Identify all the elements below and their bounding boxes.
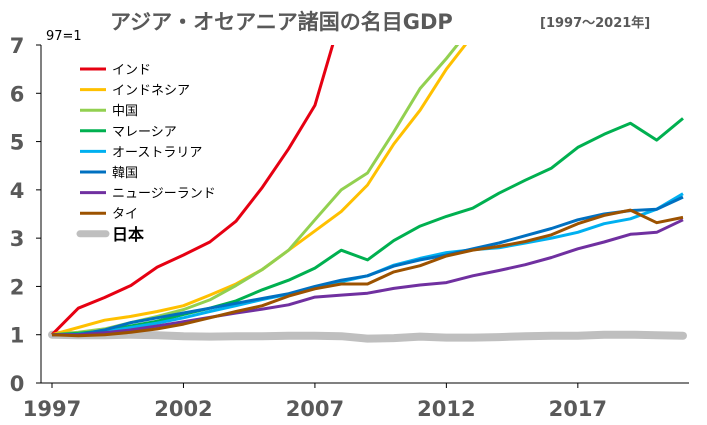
legend-label: マレーシア — [112, 125, 177, 140]
y-tick-label: 7 — [10, 34, 25, 58]
series-line — [48, 330, 687, 343]
y-tick-label: 4 — [10, 179, 25, 203]
series-line — [51, 208, 684, 338]
series-line — [50, 45, 335, 336]
y-tick-label: 6 — [10, 82, 25, 106]
y-axis-ticks: 0 1 2 3 4 5 6 7 — [10, 34, 41, 396]
legend-label: インドネシア — [112, 84, 190, 99]
y-tick-label: 2 — [10, 275, 25, 299]
y-tick-label: 5 — [10, 131, 25, 155]
x-tick-label: 2002 — [154, 397, 212, 421]
chart-subtitle: [1997～2021年] — [540, 15, 650, 31]
chart-title: アジア・オセアニア諸国の名目GDP — [110, 10, 453, 34]
series-line — [51, 117, 684, 337]
x-tick-label: 1997 — [23, 397, 81, 421]
legend-label: 日本 — [112, 225, 144, 244]
x-axis-ticks: 1997 2002 2007 2012 2017 — [23, 383, 607, 421]
series-layer — [48, 45, 687, 343]
legend-label: オーストラリア — [112, 145, 202, 160]
x-tick-label: 2017 — [549, 397, 607, 421]
legend-label: 中国 — [112, 104, 138, 119]
legend-label: タイ — [112, 207, 138, 222]
series-line — [52, 195, 684, 337]
x-tick-label: 2012 — [417, 397, 475, 421]
x-tick-label: 2007 — [286, 397, 344, 421]
series-line — [52, 218, 684, 337]
y-tick-label: 1 — [10, 324, 25, 348]
legend-label: 韓国 — [112, 166, 138, 181]
legend-label: インド — [112, 63, 151, 78]
y-tick-label: 3 — [10, 227, 25, 251]
legend-label: ニュージーランド — [112, 187, 216, 202]
y-tick-label: 0 — [10, 372, 25, 396]
base-year-note: 97=1 — [46, 29, 82, 44]
